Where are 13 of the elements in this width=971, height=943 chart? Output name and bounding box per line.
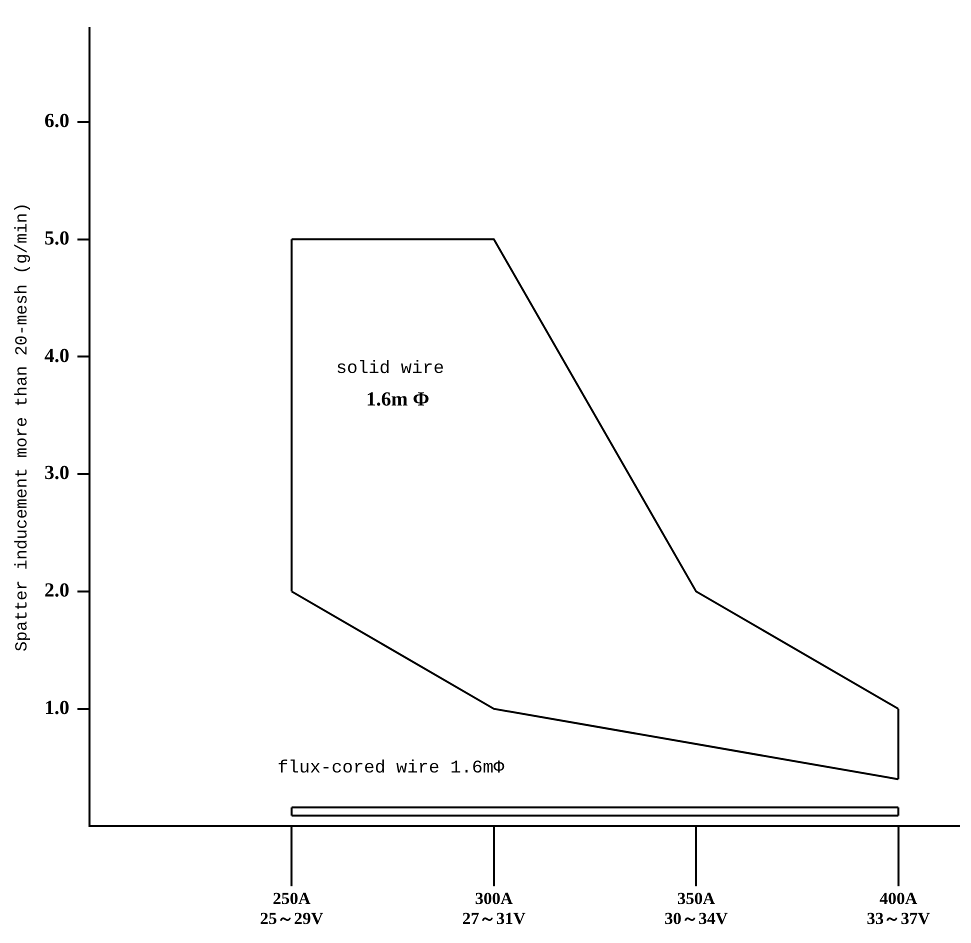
y-tick-label: 1.0 — [44, 696, 70, 719]
y-tick-label: 4.0 — [44, 344, 70, 367]
y-axis-title: Spatter inducement more than 20-mesh (g/min) — [14, 202, 33, 652]
x-tick-label: 400A 33～37V — [866, 888, 931, 928]
x-tick-label: 350A 30～34V — [664, 888, 728, 928]
y-tick-label: 3.0 — [44, 462, 70, 484]
annotation: flux-cored wire 1.6mΦ — [277, 758, 505, 778]
y-tick-label: 2.0 — [44, 580, 70, 602]
y-tick-label: 5.0 — [44, 227, 70, 250]
x-tick-label: 300A 27～31V — [462, 888, 526, 928]
annotation: solid wire 1.6m Φ — [336, 359, 444, 411]
y-tick-label: 6.0 — [44, 110, 70, 132]
x-tick-label: 250A 25～29V — [260, 888, 324, 928]
